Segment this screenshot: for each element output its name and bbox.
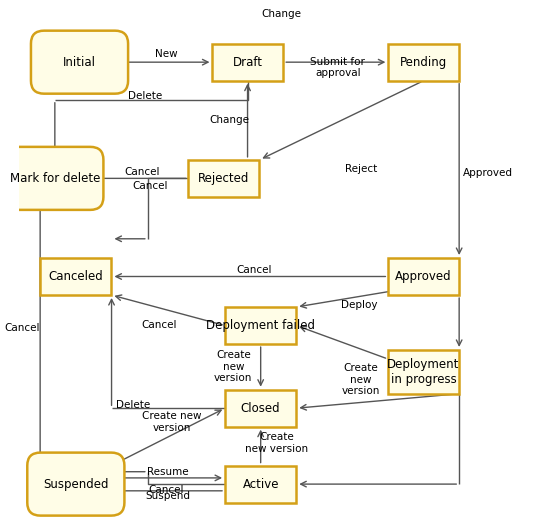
Text: Mark for delete: Mark for delete — [10, 172, 100, 185]
FancyBboxPatch shape — [40, 258, 111, 295]
Text: Deployment
in progress: Deployment in progress — [387, 358, 459, 386]
FancyBboxPatch shape — [388, 350, 459, 394]
Text: Rejected: Rejected — [198, 172, 249, 185]
FancyBboxPatch shape — [388, 258, 459, 295]
Text: Delete: Delete — [128, 91, 162, 101]
Text: Resume: Resume — [148, 467, 189, 477]
Text: Deploy: Deploy — [341, 300, 377, 310]
FancyBboxPatch shape — [225, 307, 296, 344]
Text: Cancel: Cancel — [237, 265, 272, 275]
Text: Create
new version: Create new version — [245, 432, 308, 454]
Text: Submit for
approval: Submit for approval — [311, 56, 365, 78]
Text: Active: Active — [242, 478, 279, 491]
Text: Cancel: Cancel — [133, 181, 168, 191]
Text: Reject: Reject — [345, 163, 377, 173]
FancyBboxPatch shape — [212, 43, 283, 81]
FancyBboxPatch shape — [225, 389, 296, 427]
Text: Draft: Draft — [232, 56, 263, 69]
Text: Suspend: Suspend — [146, 492, 191, 502]
Text: Create
new
version: Create new version — [214, 350, 253, 384]
Text: Change: Change — [209, 115, 249, 125]
Text: Change: Change — [261, 9, 302, 19]
Text: Cancel: Cancel — [148, 485, 184, 495]
Text: Create new
version: Create new version — [142, 411, 201, 433]
Text: Suspended: Suspended — [43, 478, 109, 491]
Text: Closed: Closed — [241, 402, 281, 414]
Text: New: New — [155, 50, 177, 60]
FancyBboxPatch shape — [388, 43, 459, 81]
FancyBboxPatch shape — [31, 31, 128, 93]
FancyBboxPatch shape — [6, 147, 103, 210]
Text: Cancel: Cancel — [142, 319, 177, 329]
FancyBboxPatch shape — [225, 466, 296, 503]
Text: Approved: Approved — [463, 168, 513, 178]
Text: Initial: Initial — [63, 56, 96, 69]
Text: Cancel: Cancel — [4, 323, 39, 333]
Text: Pending: Pending — [400, 56, 447, 69]
FancyBboxPatch shape — [27, 453, 124, 516]
FancyBboxPatch shape — [189, 160, 259, 197]
Text: Cancel: Cancel — [125, 167, 160, 176]
Text: Deployment failed: Deployment failed — [206, 319, 315, 332]
Text: Create
new
version: Create new version — [341, 363, 380, 396]
Text: Delete: Delete — [116, 399, 150, 410]
Text: Canceled: Canceled — [49, 270, 103, 283]
Text: Approved: Approved — [395, 270, 452, 283]
